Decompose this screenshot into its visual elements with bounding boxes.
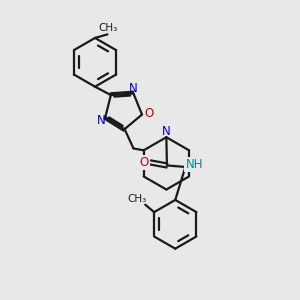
Text: CH₃: CH₃ <box>99 23 118 33</box>
Text: NH: NH <box>185 158 203 171</box>
Text: N: N <box>129 82 138 94</box>
Text: O: O <box>144 106 153 120</box>
Text: O: O <box>140 156 149 169</box>
Text: N: N <box>97 114 105 127</box>
Text: N: N <box>161 125 170 138</box>
Text: CH₃: CH₃ <box>127 194 146 204</box>
